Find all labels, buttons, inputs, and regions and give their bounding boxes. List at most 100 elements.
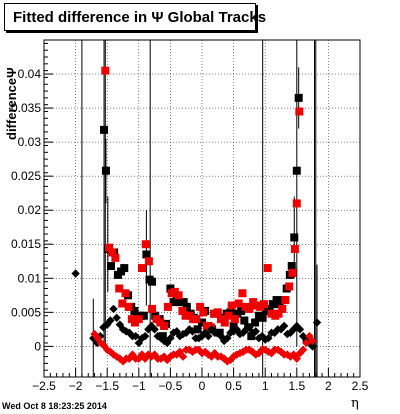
data-point-square-red <box>290 245 299 254</box>
y-tick-label: 0.01 <box>18 271 42 285</box>
data-markers <box>71 66 322 366</box>
data-point-diamond-black <box>147 321 156 331</box>
data-point-diamond-red <box>197 348 207 358</box>
data-point-diamond-black <box>312 318 322 327</box>
data-point-square-black <box>198 318 206 327</box>
data-point-square-red <box>192 315 201 324</box>
data-point-diamond-black <box>308 342 317 351</box>
data-point-square-black <box>240 316 249 325</box>
data-point-diamond-black <box>295 325 305 334</box>
data-point-square-red <box>101 66 110 75</box>
data-point-diamond-black <box>264 333 273 343</box>
data-point-square-red <box>278 304 287 313</box>
data-point-diamond-black <box>71 269 80 278</box>
y-tick-label: 0.005 <box>11 305 41 319</box>
data-point-diamond-black <box>223 333 232 343</box>
data-point-square-black <box>182 302 191 311</box>
data-point-diamond-red <box>178 352 188 361</box>
data-point-diamond-red <box>194 345 204 354</box>
data-point-square-black <box>130 306 139 315</box>
data-point-square-black <box>287 262 296 271</box>
data-point-square-red <box>141 240 150 249</box>
data-point-square-black <box>139 311 148 320</box>
y-tick-label: 0.02 <box>18 203 42 217</box>
y-tick-label: 0.025 <box>11 169 41 183</box>
data-point-diamond-red <box>144 350 153 359</box>
data-point-square-red <box>160 321 169 330</box>
data-point-square-black <box>290 233 299 242</box>
y-tick-label: 0.015 <box>11 237 41 251</box>
y-tick-label: 0 <box>34 339 41 353</box>
data-point-square-black <box>294 93 303 102</box>
title-box: Fitted difference in Ψ Global Tracks <box>4 3 266 31</box>
data-point-square-red <box>111 253 120 262</box>
data-point-square-red <box>108 248 117 257</box>
data-point-square-red <box>238 289 247 298</box>
data-point-diamond-red <box>226 355 235 365</box>
data-point-square-red <box>234 299 243 308</box>
data-point-diamond-red <box>292 354 301 363</box>
data-point-square-black <box>120 264 129 273</box>
data-point-diamond-black <box>188 327 197 336</box>
data-point-diamond-black <box>204 331 213 341</box>
data-point-square-red <box>178 306 187 315</box>
x-tick-label: −1 <box>132 379 146 393</box>
data-point-square-red <box>224 311 233 320</box>
data-point-square-red <box>148 304 157 313</box>
data-point-diamond-black <box>109 304 118 314</box>
data-point-diamond-black <box>131 331 140 341</box>
x-tick-label: 1.5 <box>288 379 305 393</box>
data-point-square-red <box>230 315 239 324</box>
data-point-square-red <box>199 308 208 317</box>
data-point-diamond-black <box>103 320 112 329</box>
y-axis-label: differenceΨ <box>4 67 19 140</box>
data-point-square-red <box>292 199 301 208</box>
data-point-diamond-red <box>103 345 112 354</box>
data-point-square-red <box>134 315 143 324</box>
data-point-diamond-black <box>106 316 115 325</box>
data-point-diamond-black <box>197 331 207 341</box>
data-point-square-red <box>213 308 222 317</box>
data-point-square-black <box>179 298 188 307</box>
data-point-square-black <box>275 300 284 309</box>
y-tick-label: 0.04 <box>18 67 42 81</box>
data-point-square-black <box>148 277 157 286</box>
data-point-square-red <box>295 107 304 116</box>
data-point-diamond-black <box>140 331 150 341</box>
data-point-square-black <box>265 304 274 313</box>
x-tick-label: 1 <box>262 379 269 393</box>
data-point-square-red <box>220 318 229 327</box>
data-point-diamond-red <box>96 338 106 348</box>
data-point-square-red <box>288 268 297 277</box>
data-point-diamond-red <box>308 336 317 346</box>
data-point-square-black <box>251 318 260 327</box>
x-tick-label: −2 <box>69 379 83 393</box>
x-tick-label: 0 <box>199 379 206 393</box>
data-point-diamond-black <box>144 325 153 334</box>
data-point-square-red <box>144 257 153 266</box>
data-point-square-red <box>245 304 254 313</box>
data-point-diamond-red <box>200 347 210 357</box>
data-point-square-black <box>258 313 267 322</box>
data-point-diamond-black <box>89 333 98 343</box>
data-point-diamond-red <box>109 350 118 359</box>
data-point-square-red <box>163 302 172 311</box>
data-point-square-red <box>174 291 183 300</box>
data-point-diamond-black <box>150 325 159 334</box>
data-point-diamond-black <box>112 313 121 322</box>
axis-ticks: −2.5 −2 −1.5 −1 −0.5 0 0.5 1 1.5 2 2.5 0 0.005 0.01 0.… <box>11 42 369 393</box>
data-point-square-red <box>263 264 272 273</box>
data-point-square-black <box>101 166 110 175</box>
data-point-square-black <box>193 325 202 334</box>
data-point-square-black <box>292 166 301 175</box>
data-point-diamond-black <box>245 323 254 332</box>
x-tick-label: −2.5 <box>32 379 56 393</box>
data-point-diamond-black <box>194 333 204 343</box>
data-point-square-red <box>118 299 127 308</box>
data-point-square-black <box>100 125 109 134</box>
data-point-square-black <box>166 284 175 293</box>
x-tick-label: 2 <box>325 379 332 393</box>
data-point-diamond-red <box>298 345 308 354</box>
data-point-square-black <box>237 306 246 315</box>
